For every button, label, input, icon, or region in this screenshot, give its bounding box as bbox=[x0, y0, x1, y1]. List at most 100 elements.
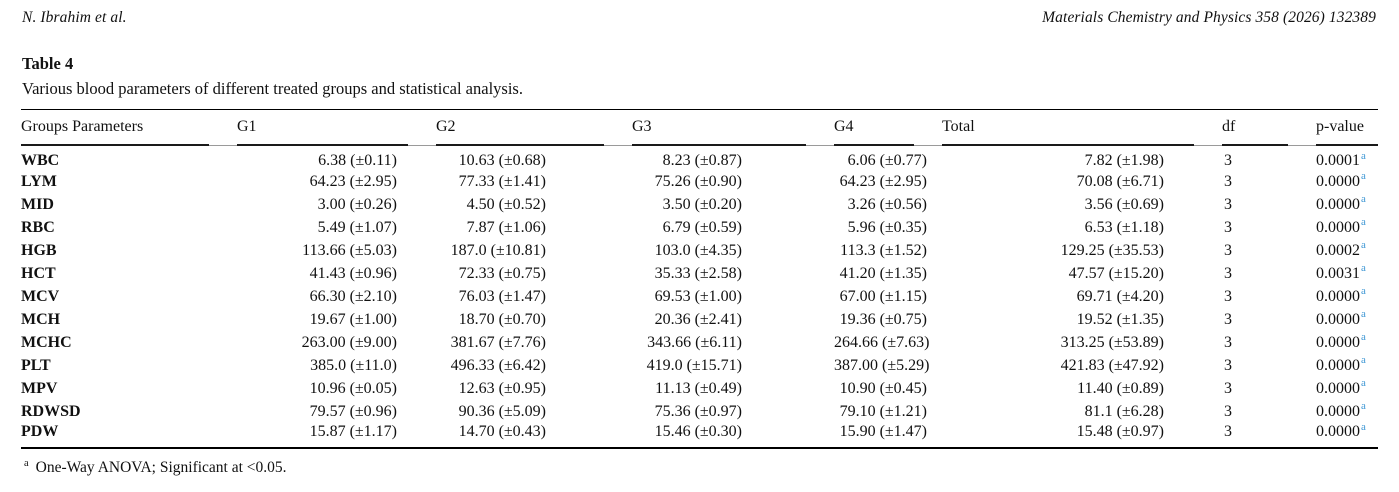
plt-p-value: 0.0000a bbox=[1316, 354, 1366, 374]
lym-total-value: 70.08 (±6.71) bbox=[1076, 172, 1164, 190]
mpv-g2-value: 12.63 (±0.95) bbox=[458, 379, 546, 397]
mchc-g1-value: 263.00 (±9.00) bbox=[301, 333, 397, 351]
rbc-g3-value: 6.79 (±0.59) bbox=[662, 218, 742, 236]
table-row-hct: HCT 41.43 (±0.96) 72.33 (±0.75) 35.33 (±2.5… bbox=[21, 262, 1378, 285]
hgb-g1-value: 113.66 (±5.03) bbox=[302, 241, 397, 259]
column-header-groups-parameters: Groups Parameters bbox=[21, 110, 237, 147]
rbc-g4-value: 5.96 (±0.35) bbox=[847, 218, 927, 236]
lym-g1-value: 64.23 (±2.95) bbox=[309, 172, 397, 190]
footnote-link[interactable]: a bbox=[1361, 216, 1366, 229]
rbc-g2-value: 7.87 (±1.06) bbox=[466, 218, 546, 236]
hgb-g3-value: 103.0 (±4.35) bbox=[654, 241, 742, 259]
table-row-mch: MCH 19.67 (±1.00) 18.70 (±0.70) 20.36 (±2.4… bbox=[21, 308, 1378, 331]
mchc-g4-value: 264.66 (±7.63) bbox=[834, 333, 930, 351]
mchc-g2-value: 381.67 (±7.76) bbox=[450, 333, 546, 351]
footnote-link[interactable]: a bbox=[1361, 239, 1366, 252]
lym-parameter-label: LYM bbox=[21, 172, 57, 190]
hct-g3-value: 35.33 (±2.58) bbox=[654, 264, 742, 282]
mpv-parameter-label: MPV bbox=[21, 379, 58, 397]
pdw-g4-value: 15.90 (±1.47) bbox=[839, 423, 927, 440]
lym-g2-value: 77.33 (±1.41) bbox=[458, 172, 546, 190]
mchc-total-value: 313.25 (±53.89) bbox=[1060, 333, 1164, 351]
plt-g2-value: 496.33 (±6.42) bbox=[450, 356, 546, 374]
footnote-link[interactable]: a bbox=[1361, 400, 1366, 413]
hct-total-value: 47.57 (±15.20) bbox=[1068, 264, 1164, 282]
rdwsd-parameter-label: RDWSD bbox=[21, 402, 81, 420]
column-header-g2: G2 bbox=[436, 110, 632, 147]
footnote-link[interactable]: a bbox=[1361, 285, 1366, 298]
hgb-df-value: 3 bbox=[1224, 241, 1232, 259]
footnote-link[interactable]: a bbox=[1361, 354, 1366, 367]
plt-g1-value: 385.0 (±11.0) bbox=[310, 356, 397, 374]
footnote-marker: a bbox=[24, 457, 29, 469]
pdw-g3-value: 15.46 (±0.30) bbox=[654, 423, 742, 440]
lym-g3-value: 75.26 (±0.90) bbox=[654, 172, 742, 190]
mid-df-value: 3 bbox=[1224, 195, 1232, 213]
mid-g3-value: 3.50 (±0.20) bbox=[662, 195, 742, 213]
table-row-pdw: PDW 15.87 (±1.17) 14.70 (±0.43) 15.46 (±0.3… bbox=[21, 420, 1378, 448]
pdw-g2-value: 14.70 (±0.43) bbox=[458, 423, 546, 440]
plt-parameter-label: PLT bbox=[21, 356, 51, 374]
hgb-p-value: 0.0002a bbox=[1316, 239, 1366, 259]
pdw-total-value: 15.48 (±0.97) bbox=[1076, 423, 1164, 440]
rdwsd-total-value: 81.1 (±6.28) bbox=[1084, 402, 1164, 420]
running-head-author: N. Ibrahim et al. bbox=[22, 9, 127, 26]
hgb-g4-value: 113.3 (±1.52) bbox=[840, 241, 927, 259]
footnote-link[interactable]: a bbox=[1361, 262, 1366, 275]
rdwsd-g2-value: 90.36 (±5.09) bbox=[458, 402, 546, 420]
table-row-mchc: MCHC 263.00 (±9.00) 381.67 (±7.76) 343.66 (… bbox=[21, 331, 1378, 354]
table-row-rdwsd: RDWSD 79.57 (±0.96) 90.36 (±5.09) 75.36 (±0… bbox=[21, 400, 1378, 423]
footnote-link[interactable]: a bbox=[1361, 331, 1366, 344]
mpv-g1-value: 10.96 (±0.05) bbox=[309, 379, 397, 397]
mch-total-value: 19.52 (±1.35) bbox=[1076, 310, 1164, 328]
mpv-df-value: 3 bbox=[1224, 379, 1232, 397]
plt-df-value: 3 bbox=[1224, 356, 1232, 374]
mcv-g4-value: 67.00 (±1.15) bbox=[839, 287, 927, 305]
table-footnote: a One-Way ANOVA; Significant at <0.05. bbox=[24, 457, 1399, 477]
hgb-total-value: 129.25 (±35.53) bbox=[1060, 241, 1164, 259]
footnote-link[interactable]: a bbox=[1361, 170, 1366, 183]
pdw-g1-value: 15.87 (±1.17) bbox=[309, 423, 397, 440]
mch-g4-value: 19.36 (±0.75) bbox=[839, 310, 927, 328]
mid-p-value: 0.0000a bbox=[1316, 193, 1366, 213]
mch-g3-value: 20.36 (±2.41) bbox=[654, 310, 742, 328]
footnote-link[interactable]: a bbox=[1361, 149, 1366, 162]
hct-df-value: 3 bbox=[1224, 264, 1232, 282]
table-row-wbc: WBC 6.38 (±0.11) 10.63 (±0.68) 8.23 (±0.87)… bbox=[21, 146, 1378, 170]
footnote-link[interactable]: a bbox=[1361, 420, 1366, 433]
rbc-g1-value: 5.49 (±1.07) bbox=[317, 218, 397, 236]
hgb-parameter-label: HGB bbox=[21, 241, 57, 259]
table-header-row: Groups Parameters G1 G2 G3 G4 Total df p-value bbox=[21, 109, 1378, 147]
mch-g2-value: 18.70 (±0.70) bbox=[458, 310, 546, 328]
table-row-hgb: HGB 113.66 (±5.03) 187.0 (±10.81) 103.0 (±4… bbox=[21, 239, 1378, 262]
mid-g4-value: 3.26 (±0.56) bbox=[847, 195, 927, 213]
mpv-g4-value: 10.90 (±0.45) bbox=[839, 379, 927, 397]
footnote-link[interactable]: a bbox=[1361, 193, 1366, 206]
table-row-mid: MID 3.00 (±0.26) 4.50 (±0.52) 3.50 (±0.20) 3… bbox=[21, 193, 1378, 216]
wbc-p-value: 0.0001a bbox=[1316, 149, 1366, 169]
footnote-link[interactable]: a bbox=[1361, 308, 1366, 321]
rdwsd-p-value: 0.0000a bbox=[1316, 400, 1366, 420]
wbc-g3-value: 8.23 (±0.87) bbox=[662, 152, 742, 169]
column-header-p-value: p-value bbox=[1316, 109, 1378, 146]
hct-g1-value: 41.43 (±0.96) bbox=[309, 264, 397, 282]
mcv-p-value: 0.0000a bbox=[1316, 285, 1366, 305]
table-row-mcv: MCV 66.30 (±2.10) 76.03 (±1.47) 69.53 (±1.0… bbox=[21, 285, 1378, 308]
hct-parameter-label: HCT bbox=[21, 264, 56, 282]
table-row-plt: PLT 385.0 (±11.0) 496.33 (±6.42) 419.0 (±15… bbox=[21, 354, 1378, 377]
mchc-df-value: 3 bbox=[1224, 333, 1232, 351]
table-row-mpv: MPV 10.96 (±0.05) 12.63 (±0.95) 11.13 (±0.4… bbox=[21, 377, 1378, 400]
mid-g1-value: 3.00 (±0.26) bbox=[317, 195, 397, 213]
rbc-total-value: 6.53 (±1.18) bbox=[1084, 218, 1164, 236]
mch-g1-value: 19.67 (±1.00) bbox=[309, 310, 397, 328]
column-header-g1: G1 bbox=[237, 110, 436, 147]
wbc-g2-value: 10.63 (±0.68) bbox=[458, 152, 546, 169]
pdw-parameter-label: PDW bbox=[21, 423, 59, 440]
mch-parameter-label: MCH bbox=[21, 310, 61, 328]
footnote-link[interactable]: a bbox=[1361, 377, 1366, 390]
mid-g2-value: 4.50 (±0.52) bbox=[466, 195, 546, 213]
rdwsd-df-value: 3 bbox=[1224, 402, 1232, 420]
table-label: Table 4 bbox=[22, 54, 74, 73]
mchc-parameter-label: MCHC bbox=[21, 333, 72, 351]
